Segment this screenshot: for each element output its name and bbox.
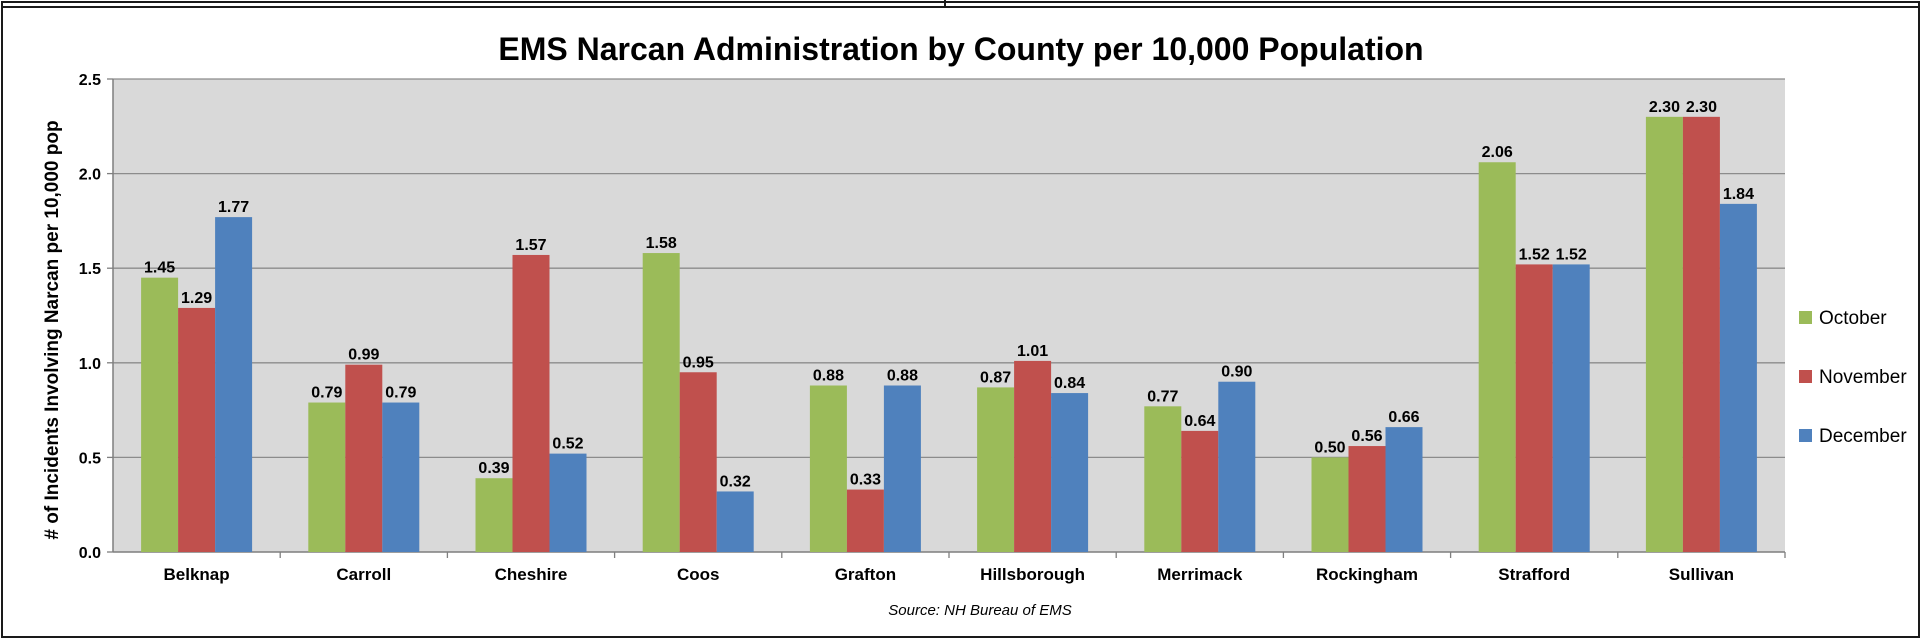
data-label: 0.52 [552,436,583,453]
chart-title: EMS Narcan Administration by County per … [498,31,1423,67]
data-label: 0.77 [1147,388,1178,405]
data-label: 1.29 [181,290,212,307]
data-label: 0.64 [1184,413,1215,430]
x-category-label: Grafton [835,565,896,584]
top-strip-divider [944,0,946,8]
data-label: 2.30 [1686,99,1717,116]
legend-swatch-october [1799,311,1812,324]
bar-october [977,387,1015,552]
bar-october [475,478,513,552]
data-label: 1.57 [515,237,546,254]
bar-november [1682,116,1720,552]
data-label: 0.88 [887,368,918,385]
data-label: 0.88 [813,368,844,385]
bar-october [308,402,346,552]
bar-november [1515,264,1553,552]
y-tick-label: 2.5 [79,72,101,89]
data-label: 0.50 [1314,439,1345,456]
data-label: 1.77 [218,199,249,216]
y-tick-label: 0.0 [79,545,101,562]
legend-swatch-november [1799,370,1812,383]
bar-november [345,364,383,552]
x-category-label: Rockingham [1316,565,1418,584]
bar-november [679,372,717,552]
x-category-label: Belknap [164,565,230,584]
bar-december [716,491,754,552]
y-tick-label: 0.5 [79,450,101,467]
y-axis-label: # of Incidents Involving Narcan per 10,0… [42,120,63,539]
bar-december [1051,393,1089,552]
x-category-label: Hillsborough [980,565,1085,584]
data-label: 0.33 [850,472,881,489]
bar-december [1719,203,1757,552]
data-label: 0.95 [683,354,714,371]
bar-october [1311,457,1349,552]
data-label: 0.66 [1388,409,1419,426]
data-label: 0.56 [1351,428,1382,445]
data-label: 1.45 [144,260,175,277]
data-label: 1.58 [646,235,677,252]
bar-november [1348,446,1386,552]
data-label: 0.32 [720,473,751,490]
data-label: 0.79 [311,385,342,402]
bar-october [141,277,179,552]
data-label: 0.39 [478,460,509,477]
bar-november [846,489,884,552]
data-label: 0.84 [1054,375,1085,392]
bar-december [1218,381,1256,552]
y-tick-label: 1.0 [79,356,101,373]
x-category-label: Sullivan [1669,565,1734,584]
source-note: Source: NH Bureau of EMS [888,602,1071,619]
y-tick-label: 2.0 [79,167,101,184]
bar-november [512,254,550,552]
legend-label-december: December [1819,426,1907,447]
data-label: 0.79 [385,385,416,402]
y-tick-label: 1.5 [79,261,101,278]
bar-october [809,385,847,552]
legend: October November December [1799,308,1907,447]
bar-october [1144,406,1182,552]
x-category-label: Strafford [1498,565,1570,584]
bar-november [178,307,216,552]
legend-label-october: October [1819,308,1887,329]
plot-area: 0.0 0.5 1.0 1.5 2.0 2.5 Belknap 1.45 1.29 1.77 Car… [79,72,1786,584]
bar-december [549,453,587,552]
data-label: 2.06 [1482,144,1513,161]
data-label: 1.01 [1017,343,1048,360]
bar-december [1385,427,1423,552]
bar-december [215,217,253,552]
data-label: 0.99 [348,347,379,364]
x-category-label: Merrimack [1157,565,1243,584]
data-label: 0.87 [980,369,1011,386]
bar-december [1552,264,1590,552]
legend-label-november: November [1819,367,1907,388]
data-label: 2.30 [1649,99,1680,116]
x-category-label: Coos [677,565,720,584]
x-category-label: Carroll [336,565,391,584]
data-label: 1.84 [1723,186,1754,203]
data-label: 0.90 [1221,364,1252,381]
bar-october [1478,162,1516,553]
data-label: 1.52 [1556,246,1587,263]
bar-october [1645,116,1683,552]
bar-november [1014,360,1052,552]
bar-november [1181,430,1219,552]
bar-october [642,253,680,552]
data-label: 1.52 [1519,246,1550,263]
bar-december [382,402,420,552]
x-category-label: Cheshire [495,565,568,584]
bar-december [883,385,921,552]
legend-swatch-december [1799,429,1812,442]
top-border-strip [1,0,1920,8]
